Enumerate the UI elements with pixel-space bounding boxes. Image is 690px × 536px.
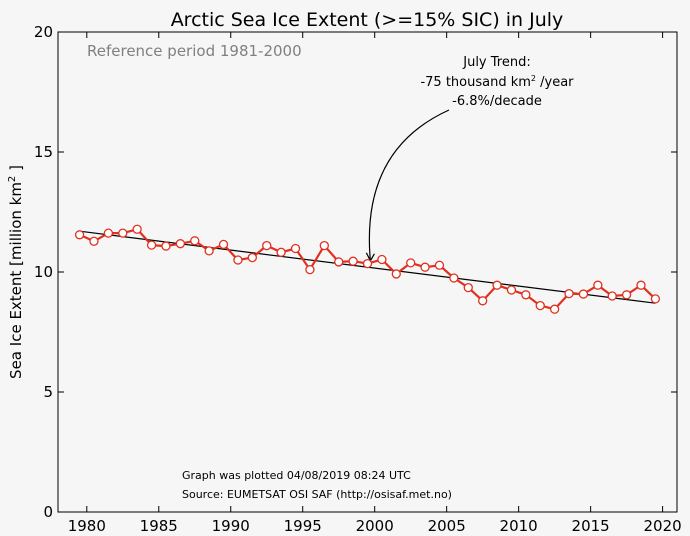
data-point (420, 262, 430, 272)
data-point (607, 291, 617, 301)
data-point (276, 247, 286, 257)
data-point (593, 280, 603, 290)
data-point (506, 285, 517, 295)
data-point (549, 304, 560, 314)
footer-plotted: Graph was plotted 04/08/2019 08:24 UTC (182, 469, 411, 482)
data-point (650, 294, 661, 304)
trend-line2: -75 thousand km2 /year (420, 74, 574, 90)
x-tick-label: 1985 (140, 517, 178, 535)
y-tick-label: 15 (34, 143, 53, 161)
x-tick-label: 2015 (572, 517, 610, 535)
data-point (103, 228, 114, 238)
x-tick-label: 1995 (284, 517, 322, 535)
y-tick-label: 0 (43, 503, 53, 521)
data-point (636, 280, 646, 290)
data-point (478, 296, 488, 306)
x-tick-label: 2005 (428, 517, 466, 535)
chart-title: Arctic Sea Ice Extent (>=15% SIC) in Jul… (171, 9, 564, 31)
data-point (564, 288, 574, 299)
x-tick-label: 1980 (68, 517, 106, 535)
y-axis-label-suffix: ] (7, 165, 25, 176)
data-point (463, 282, 473, 293)
y-tick-label: 5 (43, 383, 53, 401)
trend-line2-suffix: /year (536, 75, 574, 90)
data-point (175, 239, 186, 249)
data-point (204, 246, 214, 256)
trend-line3: -6.8%/decade (452, 94, 542, 109)
data-point (521, 290, 531, 300)
trend-annotation: July Trend: -75 thousand km2 /year -6.8%… (365, 55, 574, 263)
data-point (406, 258, 416, 268)
data-point (578, 289, 589, 299)
data-point (362, 258, 373, 269)
data-point (161, 241, 171, 251)
plot-area (58, 32, 677, 512)
data-point (377, 254, 387, 265)
data-point (348, 256, 358, 266)
data-point (190, 236, 200, 246)
data-point (391, 269, 401, 279)
chart-axes: 1980 1985 1990 1995 2000 2005 2010 2015 20200510… (34, 23, 682, 535)
y-axis-label-sup: 2 (7, 176, 18, 182)
x-tick-label: 2020 (644, 517, 682, 535)
data-point (132, 224, 142, 234)
data-point (218, 239, 229, 250)
data-point (492, 280, 502, 290)
y-tick-label: 20 (34, 23, 53, 41)
trend-line2-sup: 2 (531, 74, 536, 83)
data-point (319, 240, 329, 251)
data-point (262, 240, 272, 251)
data-point (621, 290, 632, 300)
data-point (247, 252, 257, 263)
data-point (118, 228, 128, 238)
trend-arrow (368, 109, 450, 261)
trend-line2-prefix: -75 thousand km (420, 75, 530, 90)
chart-marks (74, 224, 661, 314)
data-point (290, 243, 301, 254)
reference-period-label: Reference period 1981-2000 (87, 42, 302, 60)
y-axis-label-prefix: Sea Ice Extent [million km (7, 182, 25, 379)
data-point (74, 230, 85, 240)
footer-source: Source: EUMETSAT OSI SAF (http://osisaf.… (182, 488, 452, 501)
data-point (334, 257, 344, 267)
data-point (305, 264, 315, 275)
data-point (89, 236, 99, 246)
x-tick-label: 2010 (500, 517, 538, 535)
data-point (146, 240, 157, 250)
data-point (434, 260, 445, 270)
x-tick-label: 1990 (212, 517, 250, 535)
data-point (449, 273, 459, 283)
data-point (535, 300, 545, 311)
y-axis-label: Sea Ice Extent [million km2 ] (7, 165, 25, 379)
y-tick-label: 10 (34, 263, 53, 281)
trend-line1: July Trend: (462, 55, 530, 70)
x-tick-label: 2000 (356, 517, 394, 535)
data-point (233, 255, 243, 265)
